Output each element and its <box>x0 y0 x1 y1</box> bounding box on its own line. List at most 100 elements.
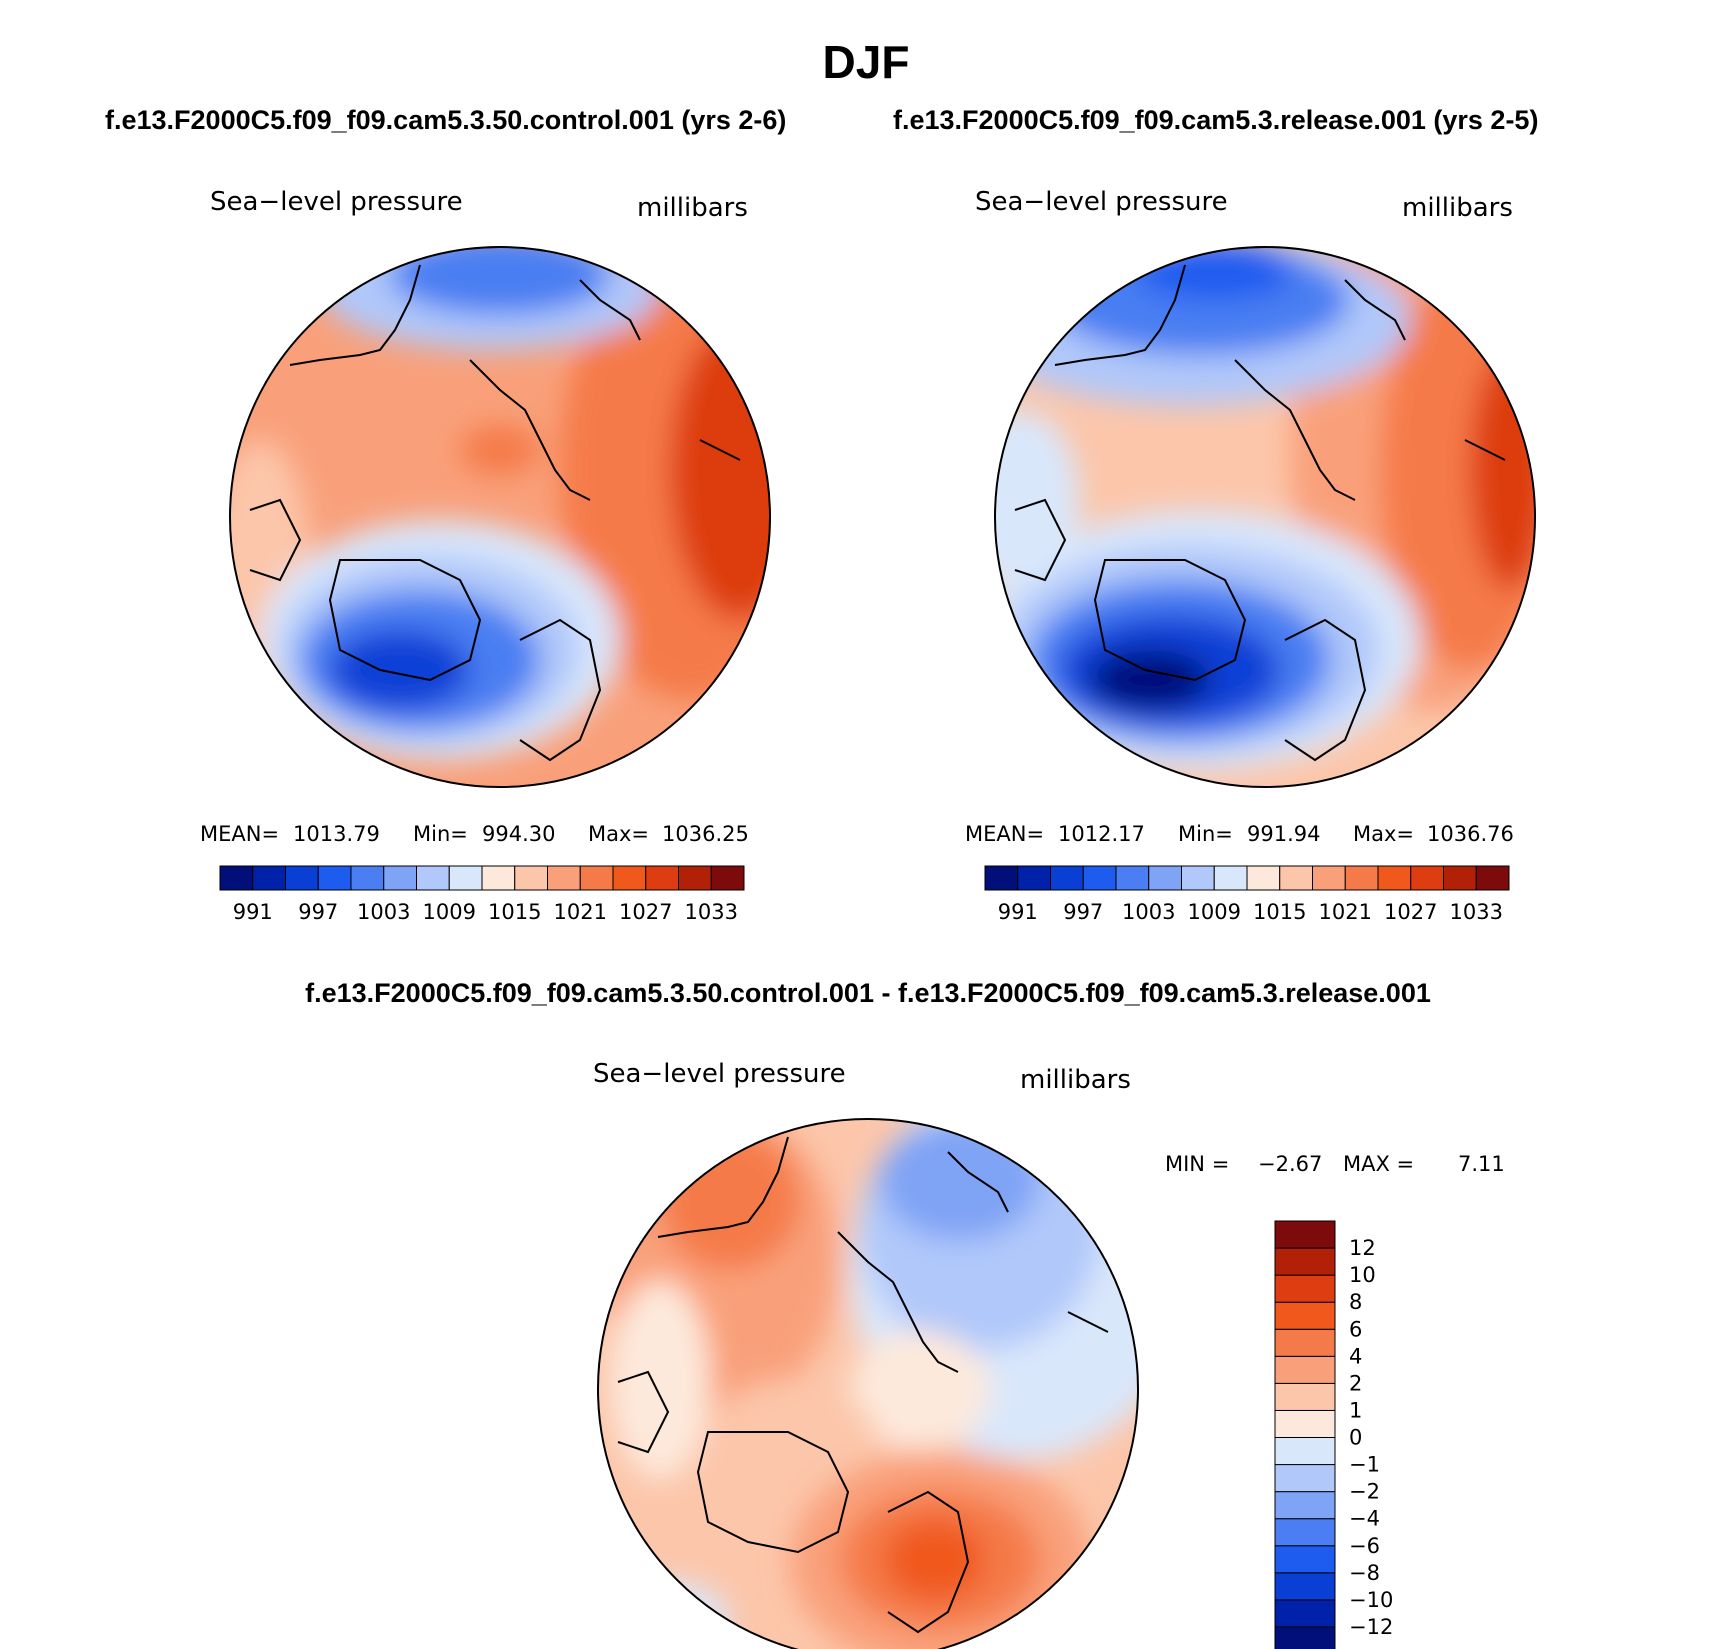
panel-right-colorbar-label: 997 <box>1063 900 1103 924</box>
panel-right-max-label: Max= <box>1353 822 1414 846</box>
panel-right-colorbar <box>984 865 1510 891</box>
diff-title: f.e13.F2000C5.f09_f09.cam5.3.50.control.… <box>305 978 1431 1008</box>
panel-diff-colorbar-swatch <box>1274 1274 1336 1303</box>
panel-left-colorbar-labels: 991 997 1003 1009 1015 1021 1027 1033 <box>233 900 738 924</box>
panel-right-colorbar-swatch <box>1312 865 1346 891</box>
panel-diff-colorbar-swatch <box>1274 1545 1336 1574</box>
panel-left-colorbar-label: 1003 <box>357 900 410 924</box>
panel-right-colorbar-label: 1015 <box>1253 900 1306 924</box>
panel-diff: Sea−level pressure millibars <box>593 1059 1505 1649</box>
panel-diff-max-label: MAX = <box>1343 1152 1414 1176</box>
panel-left-colorbar-swatch <box>383 865 417 891</box>
panel-diff-colorbar-swatch <box>1274 1409 1336 1438</box>
panel-left-mean-value: 1013.79 <box>293 822 380 846</box>
panel-diff-colorbar-label: 0 <box>1349 1426 1362 1450</box>
panel-left-colorbar-swatch <box>317 865 352 891</box>
panel-right-title: f.e13.F2000C5.f09_f09.cam5.3.release.001… <box>893 105 1538 135</box>
panel-left-title: f.e13.F2000C5.f09_f09.cam5.3.50.control.… <box>105 105 786 135</box>
panel-diff-min-label: MIN = <box>1165 1152 1229 1176</box>
panel-right-colorbar-swatch <box>1050 865 1084 891</box>
panel-left-colorbar-swatch <box>678 865 712 891</box>
panel-diff-colorbar-label: −8 <box>1349 1561 1380 1585</box>
panel-left-colorbar-label: 1027 <box>619 900 672 924</box>
panel-left-colorbar-label: 991 <box>233 900 273 924</box>
panel-left: Sea−level pressure millibars <box>200 187 771 924</box>
panel-right-min-label: Min= <box>1178 822 1233 846</box>
panel-diff-colorbar-label: −6 <box>1349 1534 1380 1558</box>
panel-right-mean-label: MEAN= <box>965 822 1044 846</box>
panel-left-colorbar-swatch <box>579 865 614 891</box>
panel-diff-colorbar-label: 4 <box>1349 1344 1362 1368</box>
panel-right-colorbar-label: 1027 <box>1384 900 1437 924</box>
panel-diff-colorbar-swatch <box>1274 1382 1336 1411</box>
panel-left-min-label: Min= <box>413 822 468 846</box>
panel-diff-colorbar-swatch <box>1274 1437 1336 1466</box>
panel-diff-colorbar-label: −10 <box>1349 1588 1393 1612</box>
panel-diff-colorbar-label: 1 <box>1349 1398 1362 1422</box>
panel-diff-variable: Sea−level pressure <box>593 1059 846 1089</box>
panel-left-colorbar-label: 1021 <box>554 900 607 924</box>
panel-diff-colorbar-label: −12 <box>1349 1615 1393 1639</box>
panel-right-colorbar-label: 1033 <box>1450 900 1503 924</box>
panel-diff-max-value: 7.11 <box>1458 1152 1505 1176</box>
panel-right-colorbar-swatch <box>1213 865 1248 891</box>
panel-left-units: millibars <box>637 193 748 223</box>
panel-left-mean-label: MEAN= <box>200 822 279 846</box>
figure-title: DJF <box>823 36 910 88</box>
panel-left-colorbar-label: 1015 <box>488 900 541 924</box>
panel-left-map <box>230 247 770 787</box>
panel-left-colorbar-swatch <box>416 865 450 891</box>
panel-diff-colorbar-swatch <box>1274 1220 1336 1249</box>
panel-diff-min-value: −2.67 <box>1258 1152 1322 1176</box>
panel-left-colorbar-swatch <box>448 865 483 891</box>
panel-right-colorbar-swatch <box>1377 865 1412 891</box>
panel-left-colorbar-swatch <box>252 865 286 891</box>
panel-diff-colorbar-swatch <box>1274 1247 1336 1276</box>
panel-diff-colorbar-label: 6 <box>1349 1317 1362 1341</box>
panel-diff-colorbar-swatch <box>1274 1518 1336 1547</box>
panel-left-colorbar <box>219 865 745 891</box>
panel-left-colorbar-swatch <box>219 865 254 891</box>
panel-right-colorbar-label: 1009 <box>1188 900 1241 924</box>
panel-diff-colorbar <box>1274 1220 1336 1649</box>
panel-right-colorbar-swatch <box>1148 865 1182 891</box>
panel-left-max-label: Max= <box>588 822 649 846</box>
panel-left-colorbar-swatch <box>612 865 647 891</box>
panel-right-colorbar-swatch <box>1410 865 1444 891</box>
panel-right-max-value: 1036.76 <box>1427 822 1514 846</box>
panel-right-colorbar-label: 1021 <box>1319 900 1372 924</box>
panel-diff-colorbar-swatch <box>1274 1626 1336 1649</box>
panel-right-colorbar-swatch <box>1181 865 1215 891</box>
panel-left-colorbar-label: 1033 <box>685 900 738 924</box>
panel-right-map <box>995 247 1535 787</box>
panel-left-colorbar-swatch <box>710 865 745 891</box>
panel-right-colorbar-swatch <box>1475 865 1510 891</box>
panel-right-variable: Sea−level pressure <box>975 187 1228 217</box>
panel-right-min-value: 991.94 <box>1247 822 1320 846</box>
panel-right-map-border <box>994 246 1536 788</box>
panel-left-min-value: 994.30 <box>482 822 555 846</box>
panel-left-map-border <box>229 246 771 788</box>
panel-diff-colorbar-label: 2 <box>1349 1371 1362 1395</box>
panel-left-colorbar-swatch <box>514 865 548 891</box>
panel-diff-colorbar-swatch <box>1274 1301 1336 1330</box>
panel-diff-units: millibars <box>1020 1065 1131 1095</box>
panel-left-colorbar-swatch <box>547 865 581 891</box>
panel-left-colorbar-swatch <box>350 865 385 891</box>
panel-diff-colorbar-label: 12 <box>1349 1236 1376 1260</box>
panel-diff-colorbar-swatch <box>1274 1572 1336 1601</box>
panel-right-mean-value: 1012.17 <box>1058 822 1145 846</box>
panel-diff-map-border <box>597 1118 1139 1649</box>
panel-diff-colorbar-label: −2 <box>1349 1480 1380 1504</box>
panel-diff-colorbar-label: 8 <box>1349 1290 1362 1314</box>
panel-right-colorbar-label: 1003 <box>1122 900 1175 924</box>
panel-diff-colorbar-swatch <box>1274 1355 1336 1384</box>
panel-right-colorbar-swatch <box>1017 865 1051 891</box>
panel-left-variable: Sea−level pressure <box>210 187 463 217</box>
panel-left-colorbar-swatch <box>481 865 516 891</box>
panel-right-units: millibars <box>1402 193 1513 223</box>
panel-right-colorbar-swatch <box>1443 865 1477 891</box>
panel-diff-colorbar-label: −1 <box>1349 1453 1380 1477</box>
